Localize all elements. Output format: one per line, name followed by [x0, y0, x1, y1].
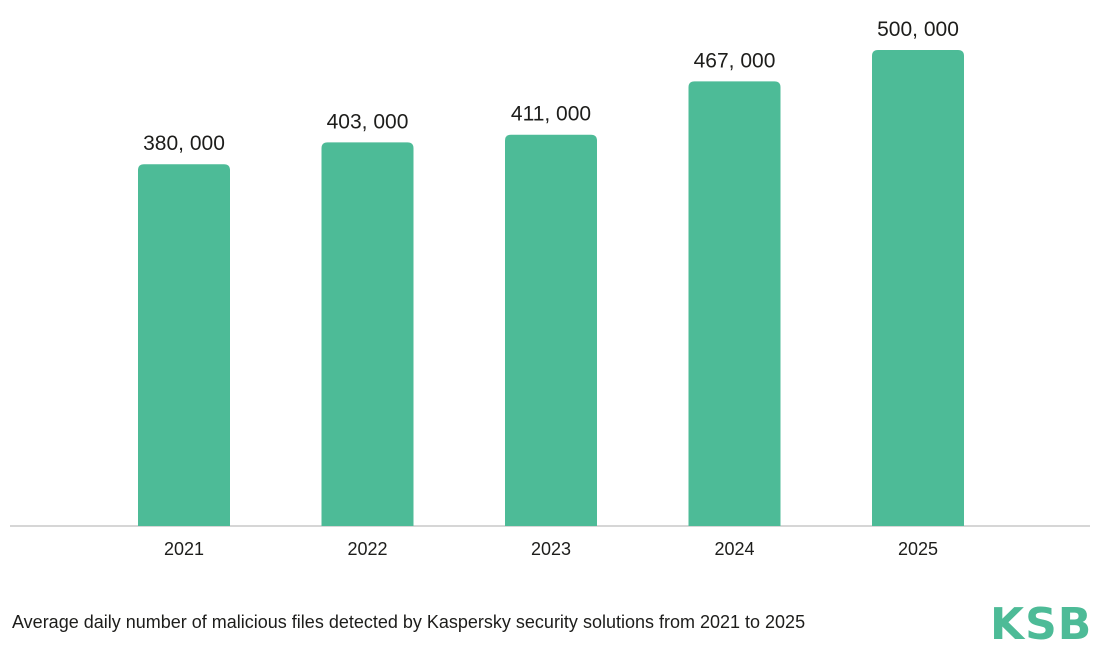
value-label-2025: 500, 000	[877, 18, 959, 41]
ksb-logo-text: KSB	[990, 598, 1093, 650]
bar-2022	[321, 142, 414, 526]
value-label-2021: 380, 000	[143, 132, 225, 155]
bar-2025	[872, 50, 964, 526]
value-label-2023: 411, 000	[511, 103, 591, 126]
value-label-2024: 467, 000	[694, 49, 776, 72]
value-label-2022: 403, 000	[327, 110, 409, 133]
bar-chart: 380, 000 403, 000 411, 000 467, 000 500, 000…	[10, 18, 1090, 559]
x-tick-label-2024: 2024	[714, 539, 754, 559]
bars-group	[138, 50, 964, 527]
value-labels-group: 380, 000 403, 000 411, 000 467, 000 500, 000	[143, 18, 959, 155]
chart-caption: Average daily number of malicious files …	[12, 612, 806, 632]
x-tick-label-2021: 2021	[164, 539, 204, 559]
x-tick-label-2023: 2023	[531, 539, 571, 559]
x-tick-label-2025: 2025	[898, 539, 938, 559]
ksb-logo: KSB	[990, 598, 1100, 650]
bar-2023	[505, 134, 597, 526]
x-tick-labels-group: 2021 2022 2023 2024 2025	[164, 539, 938, 559]
bar-2024	[688, 81, 781, 526]
x-tick-label-2022: 2022	[347, 539, 387, 559]
bar-2021	[138, 164, 230, 527]
